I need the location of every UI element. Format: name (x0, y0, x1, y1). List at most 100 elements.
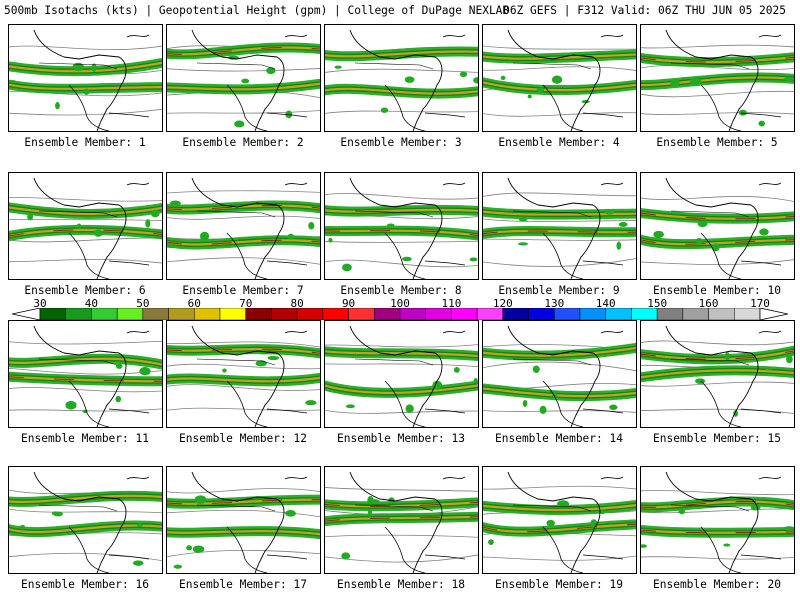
map-panel-member-6 (8, 172, 163, 280)
colorbar-swatch (142, 308, 169, 320)
colorbar-swatch (631, 308, 658, 320)
colorbar-swatch (476, 308, 504, 320)
header-left: 500mb Isotachs (kts) | Geopotential Heig… (4, 4, 510, 17)
jet-stream-map (9, 471, 162, 573)
colorbar-swatch (348, 308, 375, 320)
colorbar-swatch (682, 308, 709, 320)
map-panel-member-1 (8, 24, 163, 132)
jet-stream-map (167, 177, 320, 279)
map-panel-member-13 (324, 320, 479, 428)
map-panel-member-7 (166, 172, 321, 280)
member-label: Ensemble Member: 8 (340, 284, 462, 297)
jet-stream-map (483, 471, 636, 573)
member-label: Ensemble Member: 16 (21, 578, 149, 591)
jet-stream-map (483, 325, 636, 427)
jet-stream-map (167, 29, 320, 131)
jet-stream-map (9, 325, 162, 427)
map-panel-member-18 (324, 466, 479, 574)
map-panel-member-10 (640, 172, 795, 280)
colorbar-tick-label: 40 (84, 297, 99, 310)
colorbar-swatch (554, 308, 581, 320)
colorbar-tick-label: 30 (33, 297, 47, 310)
colorbar-tick-label: 150 (647, 297, 668, 310)
member-label: Ensemble Member: 11 (21, 432, 149, 445)
member-label: Ensemble Member: 15 (653, 432, 781, 445)
colorbar-swatch (425, 308, 452, 320)
map-panel-member-12 (166, 320, 321, 428)
jet-stream-map (483, 177, 636, 279)
jet-stream-map (641, 471, 794, 573)
jet-stream-map (9, 177, 162, 279)
member-label: Ensemble Member: 9 (498, 284, 620, 297)
colorbar-tick-label: 80 (290, 297, 304, 310)
member-label: Ensemble Member: 18 (337, 578, 465, 591)
colorbar-swatch (502, 308, 529, 320)
jet-stream-map (325, 471, 478, 573)
colorbar-tick-label: 70 (239, 297, 253, 310)
jet-stream-map (9, 29, 162, 131)
colorbar-swatch (271, 308, 298, 320)
colorbar-labels: 30 40 50 60 70 80 90 100 110 120 130 140 150 160 170 (0, 297, 800, 310)
colorbar-swatch (116, 308, 144, 320)
chart-header: 500mb Isotachs (kts) | Geopotential Heig… (4, 4, 796, 17)
map-panel-member-4 (482, 24, 637, 132)
colorbar-right-arrow (759, 308, 788, 320)
colorbar-swatch (734, 308, 761, 320)
member-label: Ensemble Member: 19 (495, 578, 623, 591)
map-panel-member-8 (324, 172, 479, 280)
colorbar-swatch (296, 308, 324, 320)
map-panel-member-9 (482, 172, 637, 280)
colorbar-swatch (322, 308, 349, 320)
jet-stream-map (325, 177, 478, 279)
colorbar-swatch (65, 308, 92, 320)
jet-stream-map (325, 29, 478, 131)
map-panel-member-15 (640, 320, 795, 428)
member-label: Ensemble Member: 7 (182, 284, 304, 297)
jet-stream-map (167, 471, 320, 573)
map-panel-member-11 (8, 320, 163, 428)
jet-stream-map (325, 325, 478, 427)
jet-stream-map (167, 325, 320, 427)
colorbar-tick-label: 160 (698, 297, 719, 310)
map-panel-member-2 (166, 24, 321, 132)
member-label: Ensemble Member: 17 (179, 578, 307, 591)
member-label: Ensemble Member: 4 (498, 136, 620, 149)
jet-stream-map (641, 29, 794, 131)
map-panel-member-20 (640, 466, 795, 574)
colorbar-swatch (708, 308, 735, 320)
colorbar-swatch (219, 308, 246, 320)
colorbar-swatch (656, 308, 684, 320)
member-label: Ensemble Member: 20 (653, 578, 781, 591)
member-label: Ensemble Member: 6 (24, 284, 146, 297)
map-panel-member-16 (8, 466, 163, 574)
member-label: Ensemble Member: 13 (337, 432, 465, 445)
colorbar-tick-label: 50 (136, 297, 150, 310)
colorbar-swatch (168, 308, 195, 320)
jet-stream-map (641, 177, 794, 279)
colorbar-swatch (194, 308, 221, 320)
member-label: Ensemble Member: 3 (340, 136, 462, 149)
colorbar-swatch (39, 308, 66, 320)
member-label: Ensemble Member: 1 (24, 136, 146, 149)
map-panel-member-19 (482, 466, 637, 574)
colorbar-left-arrow (12, 308, 41, 320)
colorbar-swatch (374, 308, 401, 320)
jet-stream-map (641, 325, 794, 427)
map-panel-member-3 (324, 24, 479, 132)
colorbar-swatch (245, 308, 272, 320)
map-panel-member-17 (166, 466, 321, 574)
colorbar-swatch (91, 308, 118, 320)
colorbar-swatch (579, 308, 606, 320)
colorbar-tick-label: 130 (544, 297, 565, 310)
colorbar-swatch (399, 308, 426, 320)
colorbar (12, 308, 788, 320)
colorbar-swatch (528, 308, 555, 320)
member-label: Ensemble Member: 2 (182, 136, 304, 149)
member-label: Ensemble Member: 14 (495, 432, 623, 445)
colorbar-tick-label: 170 (750, 297, 770, 310)
colorbar-tick-label: 100 (390, 297, 410, 310)
colorbar-tick-label: 110 (441, 297, 462, 310)
member-label: Ensemble Member: 5 (656, 136, 778, 149)
map-panel-member-14 (482, 320, 637, 428)
jet-stream-map (483, 29, 636, 131)
